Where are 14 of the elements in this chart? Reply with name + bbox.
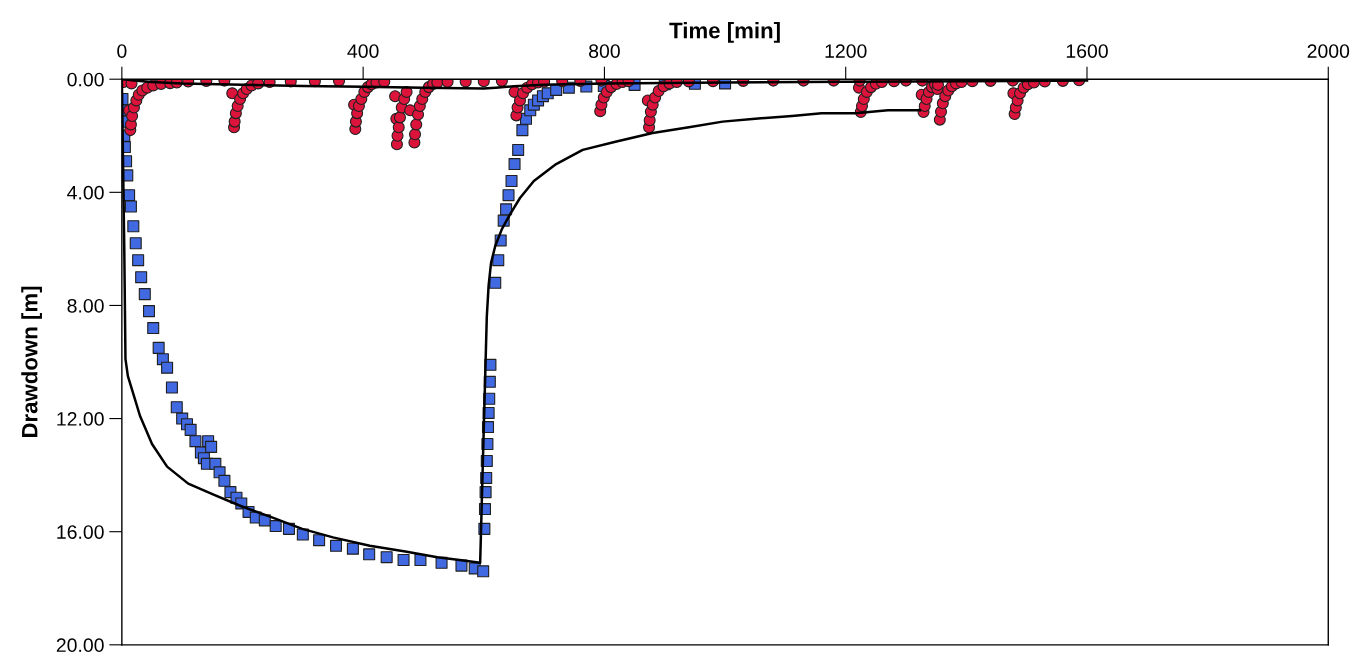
y-tick-label: 4.00	[67, 185, 104, 200]
y-tick-label: 0.00	[67, 72, 104, 87]
y-tick-label: 20.00	[56, 638, 104, 653]
y-tick-label: 8.00	[67, 298, 104, 313]
x-axis-title: Time [min]	[669, 22, 780, 43]
y-tick-label: 16.00	[57, 525, 104, 539]
x-tick-label: 800	[589, 44, 620, 58]
x-tick-label: 1200	[825, 44, 867, 58]
y-tick-label: 12.00	[57, 412, 104, 426]
x-tick-label: 400	[347, 44, 379, 58]
x-tick-label: 1600	[1066, 44, 1108, 58]
x-tick-label: 0	[117, 44, 127, 58]
y-axis-title: Drawdown [m]	[21, 286, 42, 438]
x-tick-label: 2000	[1307, 44, 1350, 58]
